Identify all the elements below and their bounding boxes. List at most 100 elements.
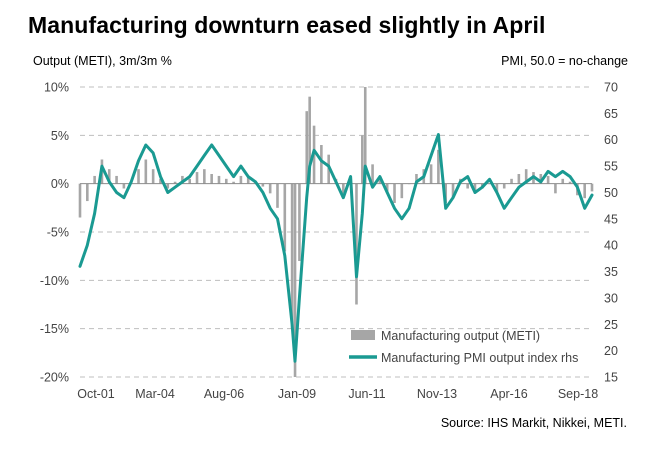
- right-tick-label: 70: [604, 81, 618, 95]
- left-tick-label: 0%: [51, 177, 69, 191]
- output-bar: [239, 175, 243, 184]
- right-tick-label: 45: [604, 212, 618, 226]
- output-bar: [293, 183, 297, 377]
- output-bar: [232, 181, 235, 184]
- output-bar: [173, 181, 177, 184]
- right-tick-label: 50: [604, 186, 618, 200]
- output-bar: [246, 175, 250, 184]
- output-bar: [308, 96, 311, 184]
- output-bar: [115, 175, 118, 184]
- output-bar: [495, 183, 499, 194]
- output-bar: [181, 175, 184, 184]
- output-bar: [466, 183, 469, 189]
- output-bar: [151, 169, 155, 184]
- left-axis-ticks: 10% 5% 0% -5% -10% -15% -20%: [40, 81, 69, 385]
- legend-swatch-bars: [351, 330, 375, 340]
- x-tick-label: Mar-04: [135, 387, 175, 401]
- output-bar: [137, 169, 140, 184]
- output-bar: [107, 169, 111, 184]
- output-bar: [561, 178, 565, 184]
- line-series-pmi: [78, 133, 594, 363]
- output-bar: [400, 183, 404, 199]
- right-tick-label: 40: [604, 239, 618, 253]
- right-tick-label: 25: [604, 318, 618, 332]
- output-bar: [290, 183, 294, 329]
- left-axis-label: Output (METI), 3m/3m %: [33, 54, 172, 68]
- output-bar: [144, 159, 148, 184]
- output-bar: [86, 183, 89, 202]
- output-bar: [305, 111, 309, 184]
- left-tick-label: -5%: [47, 226, 69, 240]
- output-bar: [276, 183, 279, 208]
- right-tick-label: 15: [604, 371, 618, 385]
- output-bar: [166, 183, 170, 189]
- x-tick-label: Oct-01: [77, 387, 115, 401]
- output-bar: [437, 149, 440, 184]
- pmi-line: [78, 133, 594, 363]
- x-tick-label: Jan-09: [278, 387, 316, 401]
- output-bar: [517, 174, 521, 184]
- output-bar: [583, 183, 586, 199]
- right-tick-label: 60: [604, 133, 618, 147]
- output-bar: [224, 178, 228, 184]
- output-bar: [93, 175, 96, 184]
- output-bar: [361, 135, 364, 184]
- x-tick-label: Sep-18: [558, 387, 598, 401]
- output-bar: [502, 183, 506, 189]
- x-tick-label: Aug-06: [204, 387, 244, 401]
- x-tick-label: Jun-11: [348, 387, 385, 401]
- left-tick-label: 5%: [51, 129, 69, 143]
- chart-title: Manufacturing downturn eased slightly in…: [28, 12, 546, 38]
- output-bar: [385, 183, 389, 194]
- output-bar: [283, 183, 287, 252]
- right-axis-ticks: 70 65 60 55 50 45 40 35 30 25 20 15: [604, 81, 618, 385]
- output-bar: [429, 164, 433, 184]
- right-tick-label: 55: [604, 160, 618, 174]
- output-bar: [195, 172, 199, 184]
- output-bar: [122, 183, 126, 189]
- output-bar: [217, 175, 221, 184]
- output-bar: [261, 183, 265, 187]
- output-bar: [159, 178, 162, 184]
- x-axis-ticks: Oct-01 Mar-04 Aug-06 Jan-09 Jun-11 Nov-13 Apr-…: [77, 387, 598, 401]
- x-tick-label: Apr-16: [490, 387, 528, 401]
- left-tick-label: -20%: [40, 371, 69, 385]
- right-tick-label: 35: [604, 265, 618, 279]
- output-bar: [393, 183, 396, 203]
- output-bar: [546, 175, 550, 184]
- right-tick-label: 20: [604, 344, 618, 358]
- output-bar: [510, 178, 513, 184]
- output-bar: [568, 181, 572, 184]
- right-axis-label: PMI, 50.0 = no-change: [501, 54, 628, 68]
- output-bar: [203, 169, 206, 184]
- legend-label-bars: Manufacturing output (METI): [381, 329, 540, 343]
- x-tick-label: Nov-13: [417, 387, 457, 401]
- output-bar: [378, 178, 382, 184]
- left-tick-label: -10%: [40, 274, 69, 288]
- output-bar: [78, 183, 82, 218]
- legend-label-line: Manufacturing PMI output index rhs: [381, 351, 578, 365]
- output-bar: [355, 183, 358, 305]
- output-bar: [554, 183, 557, 194]
- output-bar: [342, 183, 345, 194]
- output-bar: [590, 183, 594, 192]
- output-bar: [298, 183, 301, 261]
- gridlines: [80, 86, 592, 378]
- output-bar: [473, 183, 477, 194]
- output-bar: [320, 145, 323, 184]
- legend: Manufacturing output (METI) Manufacturing…: [349, 329, 578, 365]
- source-note: Source: IHS Markit, Nikkei, METI.: [440, 416, 627, 430]
- left-tick-label: -15%: [40, 322, 69, 336]
- output-bar: [451, 183, 455, 199]
- output-bar: [268, 183, 272, 194]
- output-bar: [415, 174, 418, 184]
- output-bar: [363, 87, 367, 184]
- right-tick-label: 65: [604, 107, 618, 121]
- output-bar: [371, 164, 374, 184]
- right-tick-label: 30: [604, 291, 618, 305]
- left-tick-label: 10%: [44, 81, 69, 95]
- output-bar: [188, 178, 192, 184]
- output-bar: [210, 174, 213, 184]
- output-bar: [539, 174, 543, 184]
